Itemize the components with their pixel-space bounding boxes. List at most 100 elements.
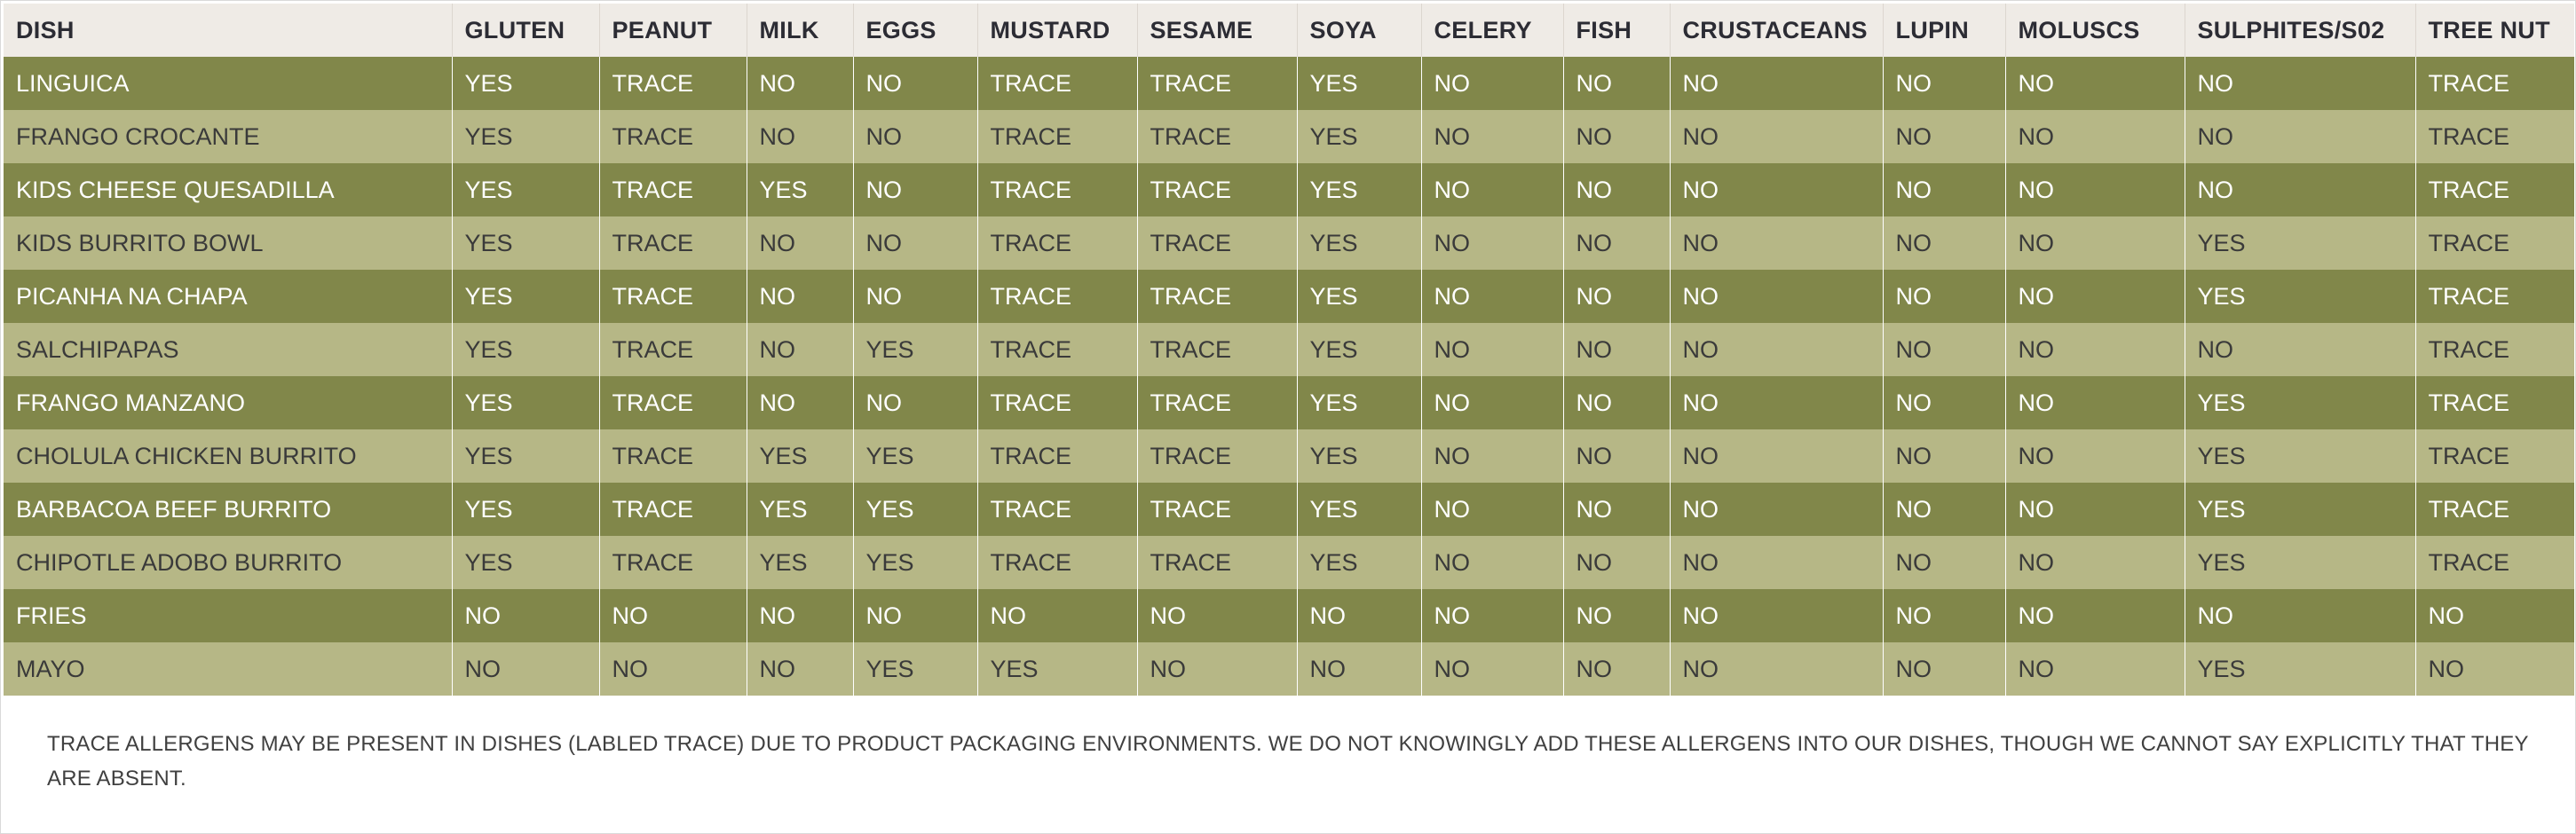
dish-name-cell: BARBACOA BEEF BURRITO	[4, 483, 452, 536]
table-row: KIDS CHEESE QUESADILLA YES TRACE YES NO TRACE…	[4, 163, 2574, 216]
allergen-cell: TRACE	[1136, 270, 1297, 323]
allergen-cell: NO	[1882, 536, 2005, 589]
column-header-tree-nut: TREE NUT	[2414, 4, 2574, 57]
allergen-cell: TRACE	[2414, 429, 2574, 483]
column-header-peanut: PEANUT	[598, 4, 747, 57]
allergen-cell: NO	[852, 163, 977, 216]
dish-name-cell: FRANGO MANZANO	[4, 376, 452, 429]
allergen-cell: TRACE	[976, 216, 1137, 270]
allergen-cell: YES	[1296, 483, 1421, 536]
allergen-cell: YES	[852, 429, 977, 483]
allergen-cell: NO	[1420, 110, 1563, 163]
allergen-cell: NO	[1669, 110, 1883, 163]
allergen-cell: TRACE	[976, 483, 1137, 536]
allergen-cell: YES	[451, 110, 599, 163]
allergen-cell: NO	[2004, 483, 2185, 536]
allergen-cell: NO	[1420, 57, 1563, 110]
allergen-cell: NO	[1420, 483, 1563, 536]
allergen-cell: NO	[1136, 642, 1297, 696]
allergen-cell: YES	[746, 163, 853, 216]
allergen-cell: TRACE	[976, 429, 1137, 483]
allergen-cell: NO	[1136, 589, 1297, 642]
allergen-cell: TRACE	[598, 163, 747, 216]
allergen-cell: YES	[2184, 536, 2415, 589]
allergen-cell: YES	[2184, 270, 2415, 323]
allergen-cell: TRACE	[1136, 429, 1297, 483]
column-header-moluscs: MOLUSCS	[2004, 4, 2185, 57]
allergen-cell: NO	[1562, 110, 1670, 163]
allergen-cell: TRACE	[598, 429, 747, 483]
allergen-cell: TRACE	[598, 376, 747, 429]
allergen-cell: YES	[1296, 429, 1421, 483]
allergen-cell: NO	[2414, 589, 2574, 642]
table-row: FRANGO MANZANO YES TRACE NO NO TRACE TRACE YES N…	[4, 376, 2574, 429]
table-body: LINGUICA YES TRACE NO NO TRACE TRACE YES NO NO NO N…	[4, 57, 2574, 696]
allergen-cell: TRACE	[976, 536, 1137, 589]
allergen-cell: YES	[2184, 483, 2415, 536]
allergen-cell: NO	[2184, 323, 2415, 376]
table-row: SALCHIPAPAS YES TRACE NO YES TRACE TRACE YES NO N…	[4, 323, 2574, 376]
allergen-cell: NO	[1882, 642, 2005, 696]
allergen-cell: TRACE	[976, 110, 1137, 163]
allergen-cell: NO	[2004, 270, 2185, 323]
dish-name-cell: CHOLULA CHICKEN BURRITO	[4, 429, 452, 483]
allergen-cell: TRACE	[598, 110, 747, 163]
allergen-cell: NO	[1562, 536, 1670, 589]
allergen-cell: NO	[1420, 163, 1563, 216]
allergen-cell: NO	[2004, 536, 2185, 589]
allergen-cell: YES	[852, 483, 977, 536]
allergen-cell: YES	[976, 642, 1137, 696]
allergen-cell: NO	[1562, 163, 1670, 216]
allergen-cell: YES	[1296, 216, 1421, 270]
dish-name-cell: FRANGO CROCANTE	[4, 110, 452, 163]
allergen-cell: TRACE	[598, 216, 747, 270]
allergen-cell: NO	[1882, 589, 2005, 642]
column-header-sulphites-s02: SULPHITES/S02	[2184, 4, 2415, 57]
allergen-cell: NO	[1669, 589, 1883, 642]
allergen-cell: NO	[852, 216, 977, 270]
allergen-cell: NO	[746, 270, 853, 323]
allergen-cell: YES	[1296, 536, 1421, 589]
allergen-cell: NO	[598, 642, 747, 696]
allergen-cell: NO	[1882, 163, 2005, 216]
dish-name-cell: SALCHIPAPAS	[4, 323, 452, 376]
allergen-cell: NO	[1669, 376, 1883, 429]
allergen-cell: TRACE	[976, 270, 1137, 323]
allergen-cell: NO	[1669, 57, 1883, 110]
allergen-cell: NO	[2004, 57, 2185, 110]
allergen-cell: TRACE	[2414, 483, 2574, 536]
allergen-cell: NO	[598, 589, 747, 642]
allergen-cell: NO	[852, 589, 977, 642]
allergen-cell: NO	[1562, 57, 1670, 110]
column-header-fish: FISH	[1562, 4, 1670, 57]
allergen-cell: NO	[2184, 589, 2415, 642]
allergen-cell: NO	[1296, 642, 1421, 696]
allergen-cell: NO	[2184, 163, 2415, 216]
allergen-cell: NO	[746, 216, 853, 270]
dish-name-cell: KIDS CHEESE QUESADILLA	[4, 163, 452, 216]
allergen-cell: NO	[2004, 376, 2185, 429]
allergen-cell: TRACE	[2414, 216, 2574, 270]
allergen-cell: TRACE	[976, 376, 1137, 429]
allergen-cell: NO	[1669, 642, 1883, 696]
allergen-cell: YES	[746, 536, 853, 589]
allergen-cell: NO	[1669, 483, 1883, 536]
allergen-cell: TRACE	[598, 323, 747, 376]
allergen-cell: YES	[451, 163, 599, 216]
table-row: LINGUICA YES TRACE NO NO TRACE TRACE YES NO NO NO N…	[4, 57, 2574, 110]
allergen-cell: NO	[852, 110, 977, 163]
allergen-cell: NO	[1562, 323, 1670, 376]
dish-name-cell: PICANHA NA CHAPA	[4, 270, 452, 323]
allergen-cell: YES	[746, 429, 853, 483]
allergen-cell: NO	[1420, 270, 1563, 323]
allergen-cell: NO	[1882, 216, 2005, 270]
allergen-cell: NO	[1562, 216, 1670, 270]
allergen-cell: YES	[451, 536, 599, 589]
allergen-cell: NO	[451, 642, 599, 696]
table-row: CHIPOTLE ADOBO BURRITO YES TRACE YES YES TRAC…	[4, 536, 2574, 589]
dish-name-cell: FRIES	[4, 589, 452, 642]
dish-name-cell: MAYO	[4, 642, 452, 696]
dish-name-cell: KIDS BURRITO BOWL	[4, 216, 452, 270]
allergen-cell: NO	[1420, 536, 1563, 589]
allergen-cell: TRACE	[1136, 57, 1297, 110]
